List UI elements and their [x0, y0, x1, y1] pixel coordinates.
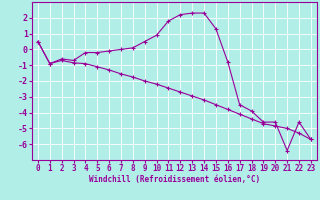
X-axis label: Windchill (Refroidissement éolien,°C): Windchill (Refroidissement éolien,°C): [89, 175, 260, 184]
